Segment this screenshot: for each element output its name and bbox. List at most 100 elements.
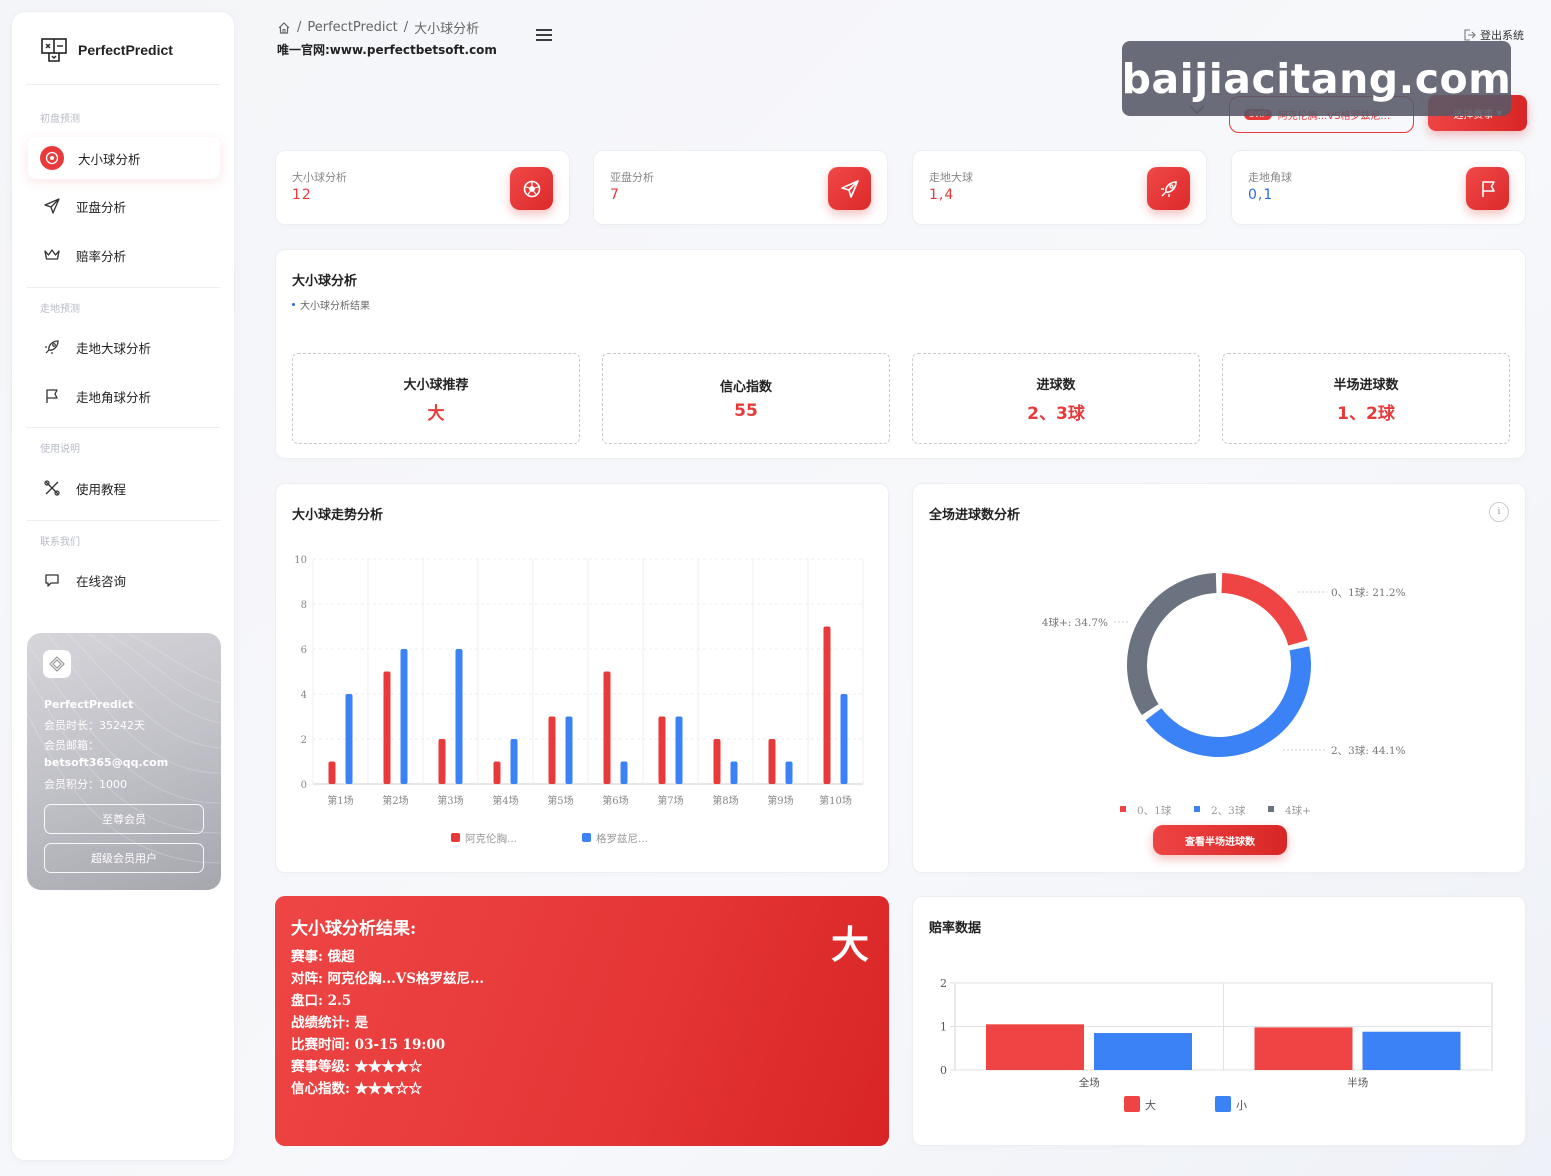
sidebar-item-live-goals[interactable]: 走地大球分析: [28, 326, 220, 368]
crown-icon: [42, 245, 62, 265]
goals-chart-card: 全场进球数分析 i 0、1球: 21.2% 2、3球: 44.1% 4球+: 34.…: [912, 483, 1526, 873]
legend-label: 阿克伦胸...: [465, 832, 517, 845]
logout-button[interactable]: 登出系统: [1462, 27, 1524, 43]
box-label: 信心指数: [719, 380, 772, 395]
stat-card-live-goals[interactable]: 走地大球 1,4: [912, 150, 1207, 225]
bar-over: [986, 1024, 1084, 1070]
legend-swatch: [1120, 806, 1126, 812]
bar-away: [400, 649, 408, 784]
y-tick-label: 4: [301, 690, 307, 701]
sidebar-divider: [26, 84, 220, 85]
sidebar-item-asian-handicap[interactable]: 亚盘分析: [28, 185, 220, 227]
goals-chart-title: 全场进球数分析: [929, 508, 1021, 523]
box-label: 大小球推荐: [403, 377, 469, 393]
rocket-icon: [1147, 167, 1190, 210]
member-email-label: 会员邮箱：: [44, 739, 99, 752]
stat-card-over-under[interactable]: 大小球分析 12: [275, 150, 570, 225]
bar-home: [823, 626, 831, 784]
sidebar-item-label: 赔率分析: [76, 248, 127, 264]
slice-label: 2、3球: 44.1%: [1331, 744, 1406, 757]
diamond-icon: [43, 650, 71, 678]
x-tick-label: 第1场: [327, 794, 353, 807]
y-tick-label: 1: [940, 1021, 947, 1034]
sidebar-section-title: 使用说明: [40, 444, 80, 455]
view-half-goals-button[interactable]: 查看半场进球数: [1153, 825, 1287, 855]
official-site-label: 唯一官网:www.perfectbetsoft.com: [277, 43, 497, 57]
legend-swatch: [1194, 806, 1200, 812]
logout-label: 登出系统: [1480, 29, 1524, 42]
bar-home: [603, 671, 611, 784]
breadcrumb-current: 大小球分析: [414, 22, 480, 37]
vip-member-button[interactable]: 至尊会员: [44, 804, 204, 834]
selected-match-label: 阿克伦胸...VS格罗兹尼...: [1277, 111, 1390, 122]
soccer-ball-icon: [510, 167, 553, 210]
hamburger-menu-icon[interactable]: [535, 28, 553, 42]
sidebar-item-online-consult[interactable]: 在线咨询: [28, 559, 220, 601]
sidebar-item-over-under[interactable]: 大小球分析: [28, 137, 220, 179]
bar-home: [383, 671, 391, 784]
info-icon[interactable]: i: [1489, 502, 1509, 522]
result-level: 赛事等级: ★★★★☆: [291, 1059, 423, 1075]
sidebar-item-label: 使用教程: [76, 481, 127, 497]
breadcrumb-item[interactable]: PerfectPredict: [307, 20, 398, 35]
trend-chart: 0 2 4 6 8 10 第1场 第2场 第3场 第4场 第5场 第6场 第7场 第8场 第9场 第10场阿克…: [294, 555, 864, 845]
send-icon: [828, 167, 871, 210]
bar-under: [1362, 1031, 1461, 1070]
bar-away: [510, 739, 518, 784]
sidebar-item-odds[interactable]: 赔率分析: [28, 234, 220, 276]
legend-swatch: [582, 833, 591, 842]
box-label: 进球数: [1036, 377, 1076, 393]
bar-away: [675, 716, 683, 784]
bar-over: [1254, 1027, 1353, 1070]
legend-label: 格罗兹尼...: [596, 832, 648, 845]
tools-icon: [42, 478, 62, 498]
stat-card-asian-handicap[interactable]: 亚盘分析 7: [593, 150, 888, 225]
stat-card-live-corners[interactable]: 走地角球 0,1: [1231, 150, 1526, 225]
donut-slice: [1127, 573, 1217, 715]
legend-swatch: [1268, 806, 1274, 812]
brand[interactable]: PerfectPredict: [40, 36, 173, 64]
breadcrumb-separator: /: [403, 20, 409, 35]
send-icon: [42, 196, 62, 216]
sidebar-section-title: 走地预测: [40, 304, 80, 315]
member-duration: 会员时长：35242天: [44, 719, 145, 732]
y-tick-label: 2: [940, 977, 947, 990]
odds-chart: 0 1 2 全场 半场大 小: [940, 977, 1493, 1112]
x-tick-label: 全场: [1079, 1076, 1100, 1089]
stat-label: 大小球分析: [292, 171, 347, 184]
watermark-overlay: baijiacitang.com: [1122, 41, 1511, 116]
analysis-subtitle: 大小球分析结果: [292, 297, 370, 312]
x-tick-label: 第5场: [547, 794, 573, 807]
bar-away: [455, 649, 463, 784]
stat-value: 0,1: [1248, 187, 1274, 203]
sidebar-item-label: 走地大球分析: [76, 340, 152, 356]
x-tick-label: 第3场: [437, 794, 463, 807]
soccer-ball-icon: [40, 146, 64, 170]
result-league: 赛事: 俄超: [291, 949, 355, 965]
y-tick-label: 6: [301, 645, 307, 656]
chat-icon: [42, 570, 62, 590]
result-confidence: 信心指数: ★★★☆☆: [291, 1081, 423, 1097]
bar-home: [328, 761, 336, 784]
bar-away: [840, 694, 848, 784]
legend-swatch: [1215, 1096, 1231, 1112]
donut-slice: [1145, 646, 1311, 757]
x-tick-label: 第7场: [657, 794, 683, 807]
x-tick-label: 第6场: [602, 794, 628, 807]
result-title: 大小球分析结果:: [291, 919, 417, 939]
legend-label: 4球+: [1285, 804, 1311, 817]
member-name: PerfectPredict: [44, 698, 134, 711]
odds-chart-title: 赔率数据: [929, 921, 982, 936]
home-icon[interactable]: [277, 21, 291, 35]
super-member-button[interactable]: 超级会员用户: [44, 843, 204, 873]
sidebar-item-live-corners[interactable]: 走地角球分析: [28, 375, 220, 417]
brand-name: PerfectPredict: [78, 42, 173, 58]
bar-home: [493, 761, 501, 784]
x-tick-label: 半场: [1347, 1076, 1368, 1089]
y-tick-label: 8: [301, 600, 307, 611]
member-card: PerfectPredict 会员时长：35242天 会员邮箱： betsoft…: [27, 633, 221, 890]
sidebar-item-tutorial[interactable]: 使用教程: [28, 467, 220, 509]
legend-label: 大: [1145, 1098, 1156, 1112]
goals-donut-chart: 0、1球: 21.2% 2、3球: 44.1% 4球+: 34.7% 0、1球 2、3球…: [1042, 573, 1406, 817]
x-tick-label: 第2场: [382, 794, 408, 807]
